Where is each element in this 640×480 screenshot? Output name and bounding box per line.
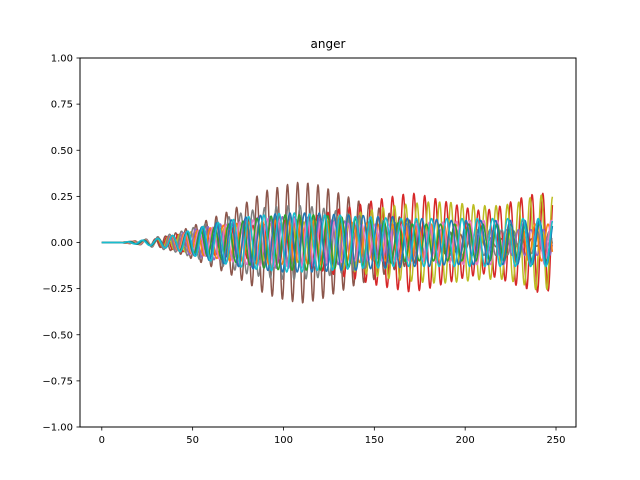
series-line-10: [101, 212, 554, 273]
x-tick-label: 200: [456, 435, 475, 446]
series-layer: [101, 181, 554, 304]
y-tick-label: −0.75: [42, 376, 73, 387]
y-tick-label: −0.50: [42, 330, 73, 341]
y-axis: −1.00 −0.75 −0.50 −0.25 0.00 0.25 0.50 0.75 1.00: [42, 54, 80, 434]
y-tick-label: 1.00: [51, 54, 73, 65]
x-tick-label: 250: [546, 435, 565, 446]
x-tick-label: 100: [274, 435, 293, 446]
y-tick-label: −1.00: [42, 423, 73, 434]
x-axis: 0 50 100 150 200 250: [99, 427, 566, 446]
y-tick-label: 0.50: [51, 146, 73, 157]
y-tick-label: 0.25: [51, 192, 73, 203]
x-tick-label: 50: [186, 435, 199, 446]
y-tick-label: 0.00: [51, 238, 73, 249]
y-tick-label: −0.25: [42, 284, 73, 295]
y-tick-label: 0.75: [51, 100, 73, 111]
chart-title: anger: [311, 37, 346, 51]
x-tick-label: 150: [365, 435, 384, 446]
x-tick-label: 0: [99, 435, 105, 446]
